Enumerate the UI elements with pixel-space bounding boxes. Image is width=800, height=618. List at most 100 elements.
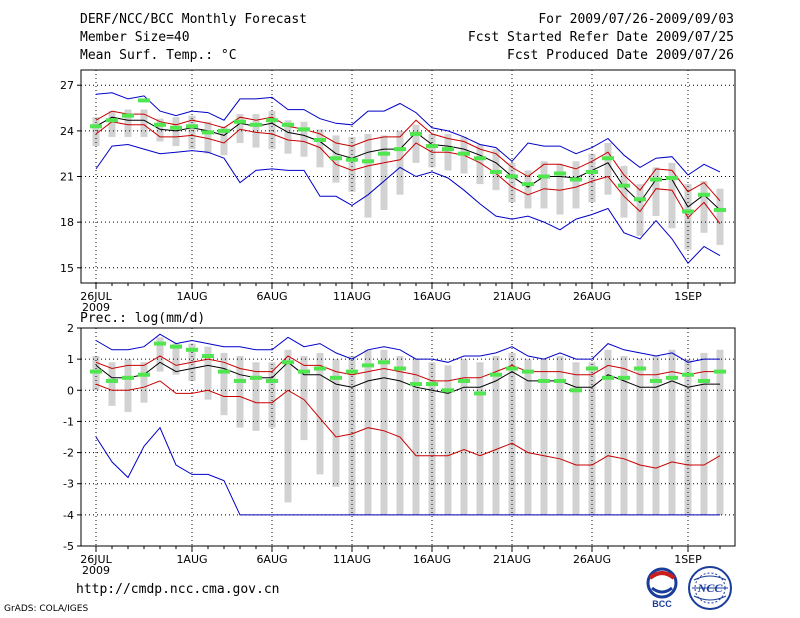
panel2-obs-mark bbox=[506, 366, 518, 371]
panel1-spread-box bbox=[524, 170, 532, 209]
panel1-line-upper bbox=[95, 110, 721, 202]
panel2-title: Prec.: log(mm/d) bbox=[80, 311, 205, 326]
panel2-obs-mark bbox=[122, 375, 134, 380]
fcst-started-date: Fcst Started Refer Date 2009/07/25 bbox=[467, 30, 734, 45]
panel1-obs-mark bbox=[394, 147, 406, 152]
panel2-spread-box bbox=[236, 356, 244, 428]
panel1-spread-box bbox=[668, 162, 676, 229]
panel1-ytick-label: 21 bbox=[60, 171, 74, 184]
panel2-spread-box bbox=[460, 359, 468, 515]
panel1-obs-mark bbox=[682, 209, 694, 214]
panel2-spread-box bbox=[172, 343, 180, 375]
panel1-xtick-label: 26AUG bbox=[573, 290, 611, 303]
panel1-spread-box bbox=[284, 120, 292, 154]
panel2-obs-mark bbox=[90, 369, 102, 374]
panel2-xtick-label: 26AUG bbox=[573, 553, 611, 566]
panel2-ytick-label: 0 bbox=[67, 384, 74, 397]
panel2-obs-mark bbox=[602, 375, 614, 380]
panel1-spread-box bbox=[636, 184, 644, 236]
panel1-xtick-label: 1AUG bbox=[176, 290, 207, 303]
forecast-period: For 2009/07/26-2009/09/03 bbox=[538, 12, 734, 27]
panel2-year-label: 2009 bbox=[82, 564, 110, 577]
panel2-spread-box bbox=[524, 359, 532, 515]
panel2-spread-box bbox=[364, 349, 372, 515]
panel2-spread-box bbox=[412, 359, 420, 515]
panel1-obs-mark bbox=[378, 151, 390, 156]
panel2-obs-mark bbox=[538, 378, 550, 383]
panel2-obs-mark bbox=[394, 366, 406, 371]
panel2-obs-mark bbox=[618, 375, 630, 380]
panel2-obs-mark bbox=[170, 344, 182, 349]
panel2-line-upper bbox=[95, 355, 720, 382]
panel1-spread-box bbox=[540, 161, 548, 209]
panel1-xtick-label: 11AUG bbox=[333, 290, 371, 303]
panel2-obs-mark bbox=[474, 391, 486, 396]
panel2-obs-mark bbox=[282, 360, 294, 365]
panel2-obs-mark bbox=[330, 375, 342, 380]
panel1-obs-mark bbox=[586, 169, 598, 174]
panel2-obs-mark bbox=[570, 388, 582, 393]
panel2-spread-box bbox=[220, 352, 228, 416]
panel1-obs-mark bbox=[458, 151, 470, 156]
panel2-spread-box bbox=[492, 356, 500, 515]
panel1-obs-mark bbox=[202, 130, 214, 135]
panel2-obs-mark bbox=[298, 369, 310, 374]
panel2-line-lower bbox=[95, 380, 721, 469]
panel2-obs-mark bbox=[634, 366, 646, 371]
panel2-ytick-label: -1 bbox=[63, 415, 74, 428]
panel1-spread-box bbox=[108, 111, 116, 137]
panel2-obs-mark bbox=[138, 372, 150, 377]
panel2-spread-box bbox=[348, 356, 356, 515]
panel1-obs-mark bbox=[666, 176, 678, 181]
panel1-xtick-label: 26JUL bbox=[80, 290, 112, 303]
panel1-spread-box bbox=[252, 114, 260, 148]
panel1-obs-mark bbox=[266, 118, 278, 123]
chart-title: DERF/NCC/BCC Monthly Forecast bbox=[80, 12, 307, 27]
panel2-obs-mark bbox=[154, 341, 166, 346]
source-url[interactable]: http://cmdp.ncc.cma.gov.cn bbox=[76, 582, 280, 597]
panel2-xtick-label: 11AUG bbox=[333, 553, 371, 566]
panel2-obs-mark bbox=[426, 382, 438, 387]
panel1-obs-mark bbox=[122, 113, 134, 118]
panel2-spread-box bbox=[140, 362, 148, 403]
panel2-spread-box bbox=[588, 362, 596, 515]
panel1-obs-mark bbox=[442, 147, 454, 152]
panel2-ytick-label: -5 bbox=[63, 540, 74, 553]
panel1-spread-box bbox=[172, 117, 180, 147]
panel2-obs-mark bbox=[234, 378, 246, 383]
panel1-spread-box bbox=[300, 121, 308, 157]
panel1-obs-mark bbox=[474, 156, 486, 161]
panel2-obs-mark bbox=[682, 372, 694, 377]
panel1-spread-box bbox=[124, 109, 132, 137]
panel2-spread-box bbox=[396, 356, 404, 515]
panel1-spread-box bbox=[572, 161, 580, 209]
panel2-spread-box bbox=[540, 359, 548, 515]
panel2-xtick-label: 1AUG bbox=[176, 553, 207, 566]
panel2-line-mean bbox=[95, 361, 720, 394]
panel2-spread-box bbox=[284, 349, 292, 503]
panel1-frame bbox=[80, 69, 736, 284]
panel2-spread-box bbox=[476, 362, 484, 515]
panel1-spread-box bbox=[700, 181, 708, 233]
panel1-obs-mark bbox=[490, 169, 502, 174]
panel2-obs-mark bbox=[218, 369, 230, 374]
panel1-obs-mark bbox=[362, 159, 374, 164]
panel2-line-min bbox=[95, 426, 720, 516]
panel2-spread-box bbox=[300, 356, 308, 441]
panel1-ytick-label: 18 bbox=[60, 216, 74, 229]
panel1-spread-box bbox=[140, 109, 148, 137]
panel1-obs-mark bbox=[506, 174, 518, 179]
panel2-ytick-label: 2 bbox=[67, 322, 74, 335]
panel1-obs-mark bbox=[538, 174, 550, 179]
panel1-obs-mark bbox=[410, 131, 422, 136]
panel1-spread-box bbox=[316, 129, 324, 168]
panel1-line-min bbox=[95, 143, 721, 264]
panel2-spread-box bbox=[700, 352, 708, 515]
panel2-spread-box bbox=[636, 359, 644, 515]
panel1-spread-box bbox=[492, 149, 500, 191]
panel2-spread-box bbox=[252, 362, 260, 431]
panel1-obs-mark bbox=[554, 171, 566, 176]
panel1-obs-mark bbox=[698, 192, 710, 197]
panel1-obs-mark bbox=[106, 118, 118, 123]
